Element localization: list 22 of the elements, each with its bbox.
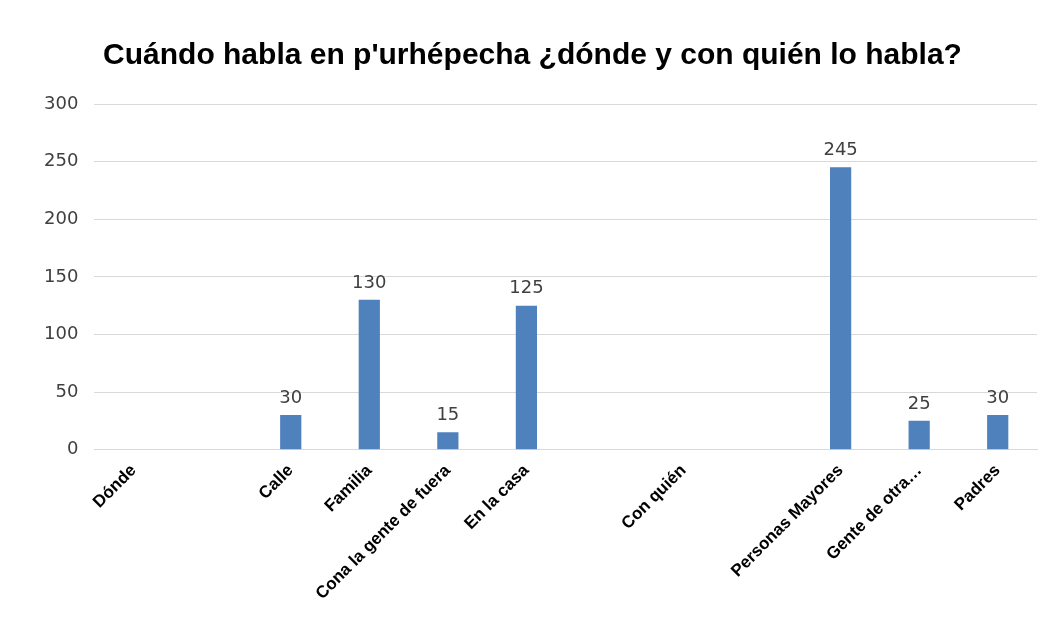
data-label: 25: [907, 391, 931, 413]
data-label: 30: [986, 385, 1010, 407]
bar: [987, 415, 1009, 450]
data-label: 30: [279, 385, 303, 407]
data-label: 125: [509, 276, 544, 298]
bar: [358, 299, 380, 450]
data-label: 245: [823, 138, 858, 160]
bar: [280, 415, 302, 450]
y-tick-label: 100: [44, 322, 79, 344]
bar: [830, 167, 852, 450]
y-tick-label: 0: [66, 437, 79, 459]
y-tick-label: 250: [44, 149, 79, 171]
data-label: 15: [436, 403, 460, 425]
bar: [908, 420, 930, 450]
y-tick-label: 150: [44, 264, 79, 286]
y-tick-label: 200: [44, 206, 79, 228]
bar: [515, 305, 538, 450]
y-tick-label: 50: [55, 379, 79, 401]
bar: [437, 432, 459, 450]
y-tick-label: 300: [44, 91, 79, 113]
chart-title: Cuándo habla en p'urhépecha ¿dónde y con quién lo habla?: [103, 37, 962, 71]
data-label: 130: [352, 270, 387, 292]
